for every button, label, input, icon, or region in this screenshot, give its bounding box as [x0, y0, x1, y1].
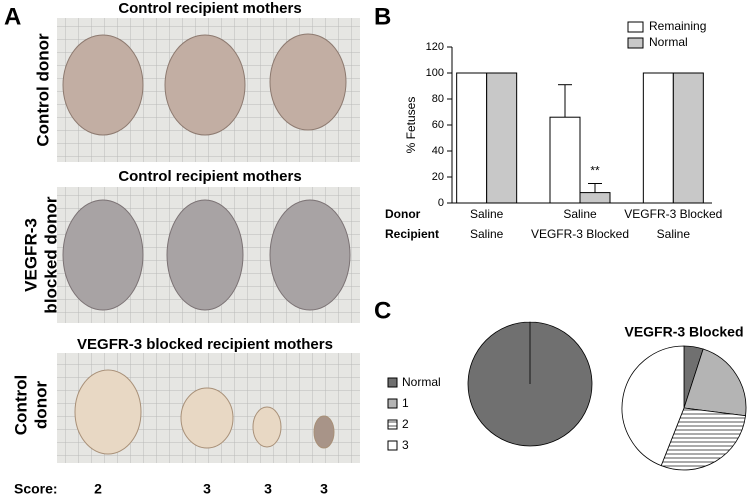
legend-label: 2	[402, 417, 409, 431]
bar	[486, 72, 518, 204]
pie-slice	[467, 321, 593, 447]
legend-swatch	[387, 398, 398, 409]
side-label: donor	[31, 381, 50, 430]
x-tick-label: Saline	[470, 207, 504, 221]
x-tick-label: VEGFR-3 Blocked	[624, 207, 722, 221]
x-tick-label: Saline	[657, 227, 691, 241]
y-tick-label: 0	[438, 197, 444, 209]
pie-slice	[683, 348, 747, 417]
photo-title: Control recipient mothers	[118, 168, 301, 185]
side-label: VEGFR-3	[21, 218, 40, 292]
y-tick-label: 100	[426, 67, 444, 79]
bar	[456, 72, 488, 204]
legend-label: 1	[402, 396, 409, 410]
side-label: Control	[11, 375, 30, 435]
x-tick-label: Saline	[470, 227, 504, 241]
row-label: Recipient	[385, 227, 439, 241]
y-tick-label: 120	[426, 41, 444, 53]
fetus	[62, 33, 347, 136]
panel-label: A	[4, 3, 21, 30]
score: 2	[94, 481, 102, 497]
y-tick-label: 40	[432, 145, 444, 157]
annotation: **	[590, 164, 600, 178]
score: 3	[320, 481, 328, 497]
pie-title: VEGFR-3 Blocked	[624, 324, 743, 340]
row-label: Donor	[385, 207, 421, 221]
panel-label: B	[374, 3, 391, 30]
pie-slice	[621, 345, 685, 467]
side-label: blocked donor	[41, 196, 60, 314]
bar	[579, 192, 611, 204]
legend-swatch	[627, 37, 644, 49]
fetus	[62, 199, 351, 311]
legend-swatch	[627, 21, 644, 33]
legend-label: 3	[402, 438, 409, 452]
pie-slice	[660, 407, 746, 471]
y-tick-label: 80	[432, 93, 444, 105]
legend-label: Normal	[402, 375, 441, 389]
legend-label: Normal	[649, 35, 688, 49]
score-label: Score:	[14, 481, 58, 497]
y-axis-label: % Fetuses	[404, 97, 418, 154]
x-tick-label: VEGFR-3 Blocked	[531, 227, 629, 241]
bar	[672, 72, 704, 204]
legend-label: Remaining	[649, 19, 706, 33]
x-tick-label: Saline	[563, 207, 597, 221]
score: 3	[203, 481, 211, 497]
score: 3	[264, 481, 272, 497]
legend-swatch	[387, 440, 398, 451]
photo-title: Control recipient mothers	[118, 0, 301, 17]
fetus	[74, 369, 335, 455]
bar	[642, 72, 674, 204]
side-label: Control donor	[33, 33, 52, 147]
photo-title: VEGFR-3 blocked recipient mothers	[77, 336, 333, 353]
legend-swatch	[387, 377, 398, 388]
y-tick-label: 20	[432, 171, 444, 183]
panel-label: C	[374, 297, 391, 324]
legend-swatch	[387, 419, 398, 430]
bar	[549, 116, 581, 204]
y-tick-label: 60	[432, 119, 444, 131]
